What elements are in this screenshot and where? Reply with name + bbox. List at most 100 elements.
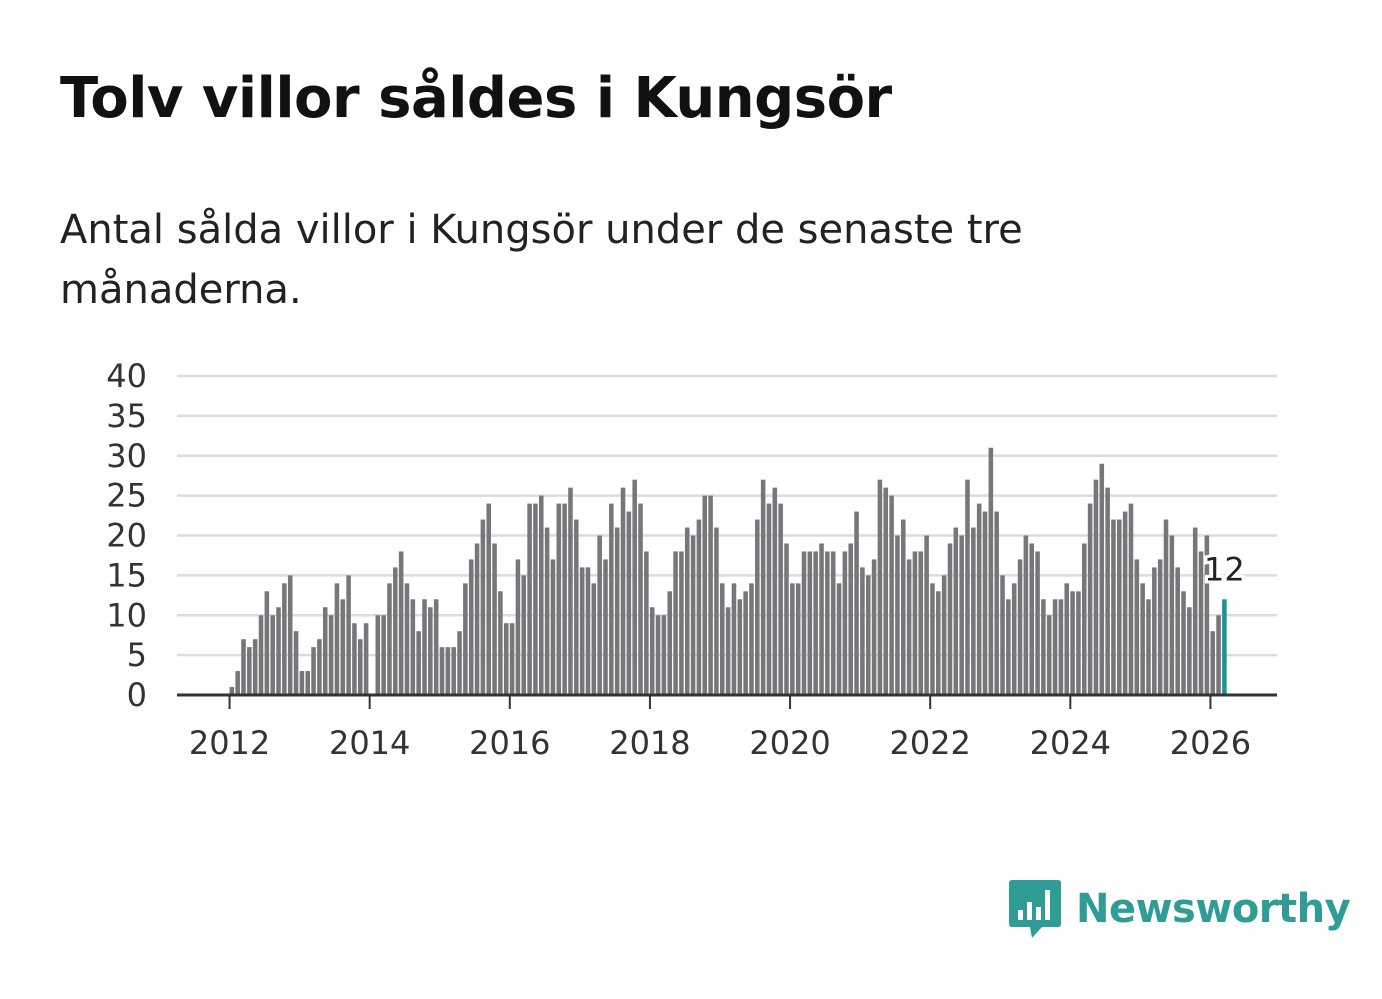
- bar: [655, 615, 661, 695]
- bar: [860, 567, 865, 695]
- y-tick-label: 25: [106, 477, 147, 515]
- bar: [667, 591, 672, 695]
- bar: [387, 583, 392, 695]
- page-subtitle: Antal sålda villor i Kungsör under de se…: [60, 207, 1023, 313]
- y-tick-label: 40: [106, 357, 147, 395]
- bar: [433, 599, 439, 695]
- bar: [679, 551, 684, 695]
- bar: [1128, 503, 1134, 695]
- bar: [661, 615, 667, 695]
- bar: [1041, 599, 1046, 695]
- bar: [515, 559, 521, 695]
- bar: [521, 575, 527, 695]
- bar: [474, 543, 480, 695]
- bar: [492, 543, 497, 695]
- bar: [486, 503, 492, 695]
- bar: [743, 591, 748, 695]
- bar: [597, 535, 602, 695]
- bar: [527, 503, 532, 695]
- bar: [357, 639, 363, 695]
- bar: [626, 511, 632, 695]
- bar: [264, 591, 270, 695]
- bar: [1011, 583, 1017, 695]
- bar: [766, 503, 772, 695]
- bar: [731, 583, 737, 695]
- bar: [305, 671, 311, 695]
- bar: [282, 583, 287, 695]
- bar: [468, 559, 474, 695]
- bar: [772, 487, 778, 695]
- bar: [1070, 591, 1075, 695]
- bar: [614, 527, 620, 695]
- bar: [609, 503, 614, 695]
- bar: [1087, 503, 1093, 695]
- bar: [877, 479, 883, 695]
- bar: [1093, 479, 1099, 695]
- bar: [725, 607, 731, 695]
- bar: [404, 583, 410, 695]
- bar: [1076, 591, 1081, 695]
- bar: [340, 599, 346, 695]
- bar: [1117, 519, 1122, 695]
- bar: [1000, 575, 1005, 695]
- bar: [428, 607, 433, 695]
- bar: [953, 527, 959, 695]
- bar: [445, 647, 451, 695]
- data-labels: 12: [1201, 547, 1248, 591]
- bar: [556, 503, 562, 695]
- bar: [544, 527, 550, 695]
- bar: [1210, 631, 1215, 695]
- bar: [1198, 551, 1204, 695]
- bar: [352, 623, 357, 695]
- bar: [795, 583, 801, 695]
- y-tick-label: 20: [106, 517, 147, 555]
- bar: [247, 647, 252, 695]
- bar: [900, 519, 906, 695]
- bar: [889, 495, 894, 695]
- bar: [994, 511, 999, 695]
- bar: [317, 639, 322, 695]
- bar: [1157, 559, 1163, 695]
- bar: [696, 519, 702, 695]
- bar: [1052, 599, 1058, 695]
- bar: [649, 607, 655, 695]
- bar: [719, 583, 725, 695]
- bar: [1187, 607, 1192, 695]
- bar: [1152, 567, 1157, 695]
- bar: [322, 607, 328, 695]
- bar: [1163, 519, 1169, 695]
- bar: [550, 559, 556, 695]
- x-tick-label: 2012: [189, 724, 270, 762]
- bar: [1111, 519, 1116, 695]
- bar: [363, 623, 369, 695]
- bar: [252, 639, 258, 695]
- bar: [871, 559, 877, 695]
- bar: [737, 599, 743, 695]
- bar: [574, 519, 579, 695]
- bar: [498, 591, 503, 695]
- bar: [883, 487, 889, 695]
- bar: [825, 551, 830, 695]
- bar: [854, 511, 859, 695]
- bar: [895, 535, 900, 695]
- bar: [533, 503, 538, 695]
- bar: [708, 495, 713, 695]
- bar: [982, 511, 988, 695]
- x-tick-label: 2020: [749, 724, 830, 762]
- bar: [1006, 599, 1011, 695]
- bar: [819, 543, 824, 695]
- bar: [375, 615, 381, 695]
- bar: [906, 559, 912, 695]
- x-tick-label: 2018: [609, 724, 690, 762]
- bar: [638, 503, 643, 695]
- bar: [229, 687, 235, 695]
- bar: [865, 575, 871, 695]
- bar: [1046, 615, 1052, 695]
- bar: [644, 551, 649, 695]
- bar: [714, 527, 719, 695]
- bar: [755, 519, 760, 695]
- bar: [790, 583, 795, 695]
- bar: [416, 631, 421, 695]
- bar: [235, 671, 240, 695]
